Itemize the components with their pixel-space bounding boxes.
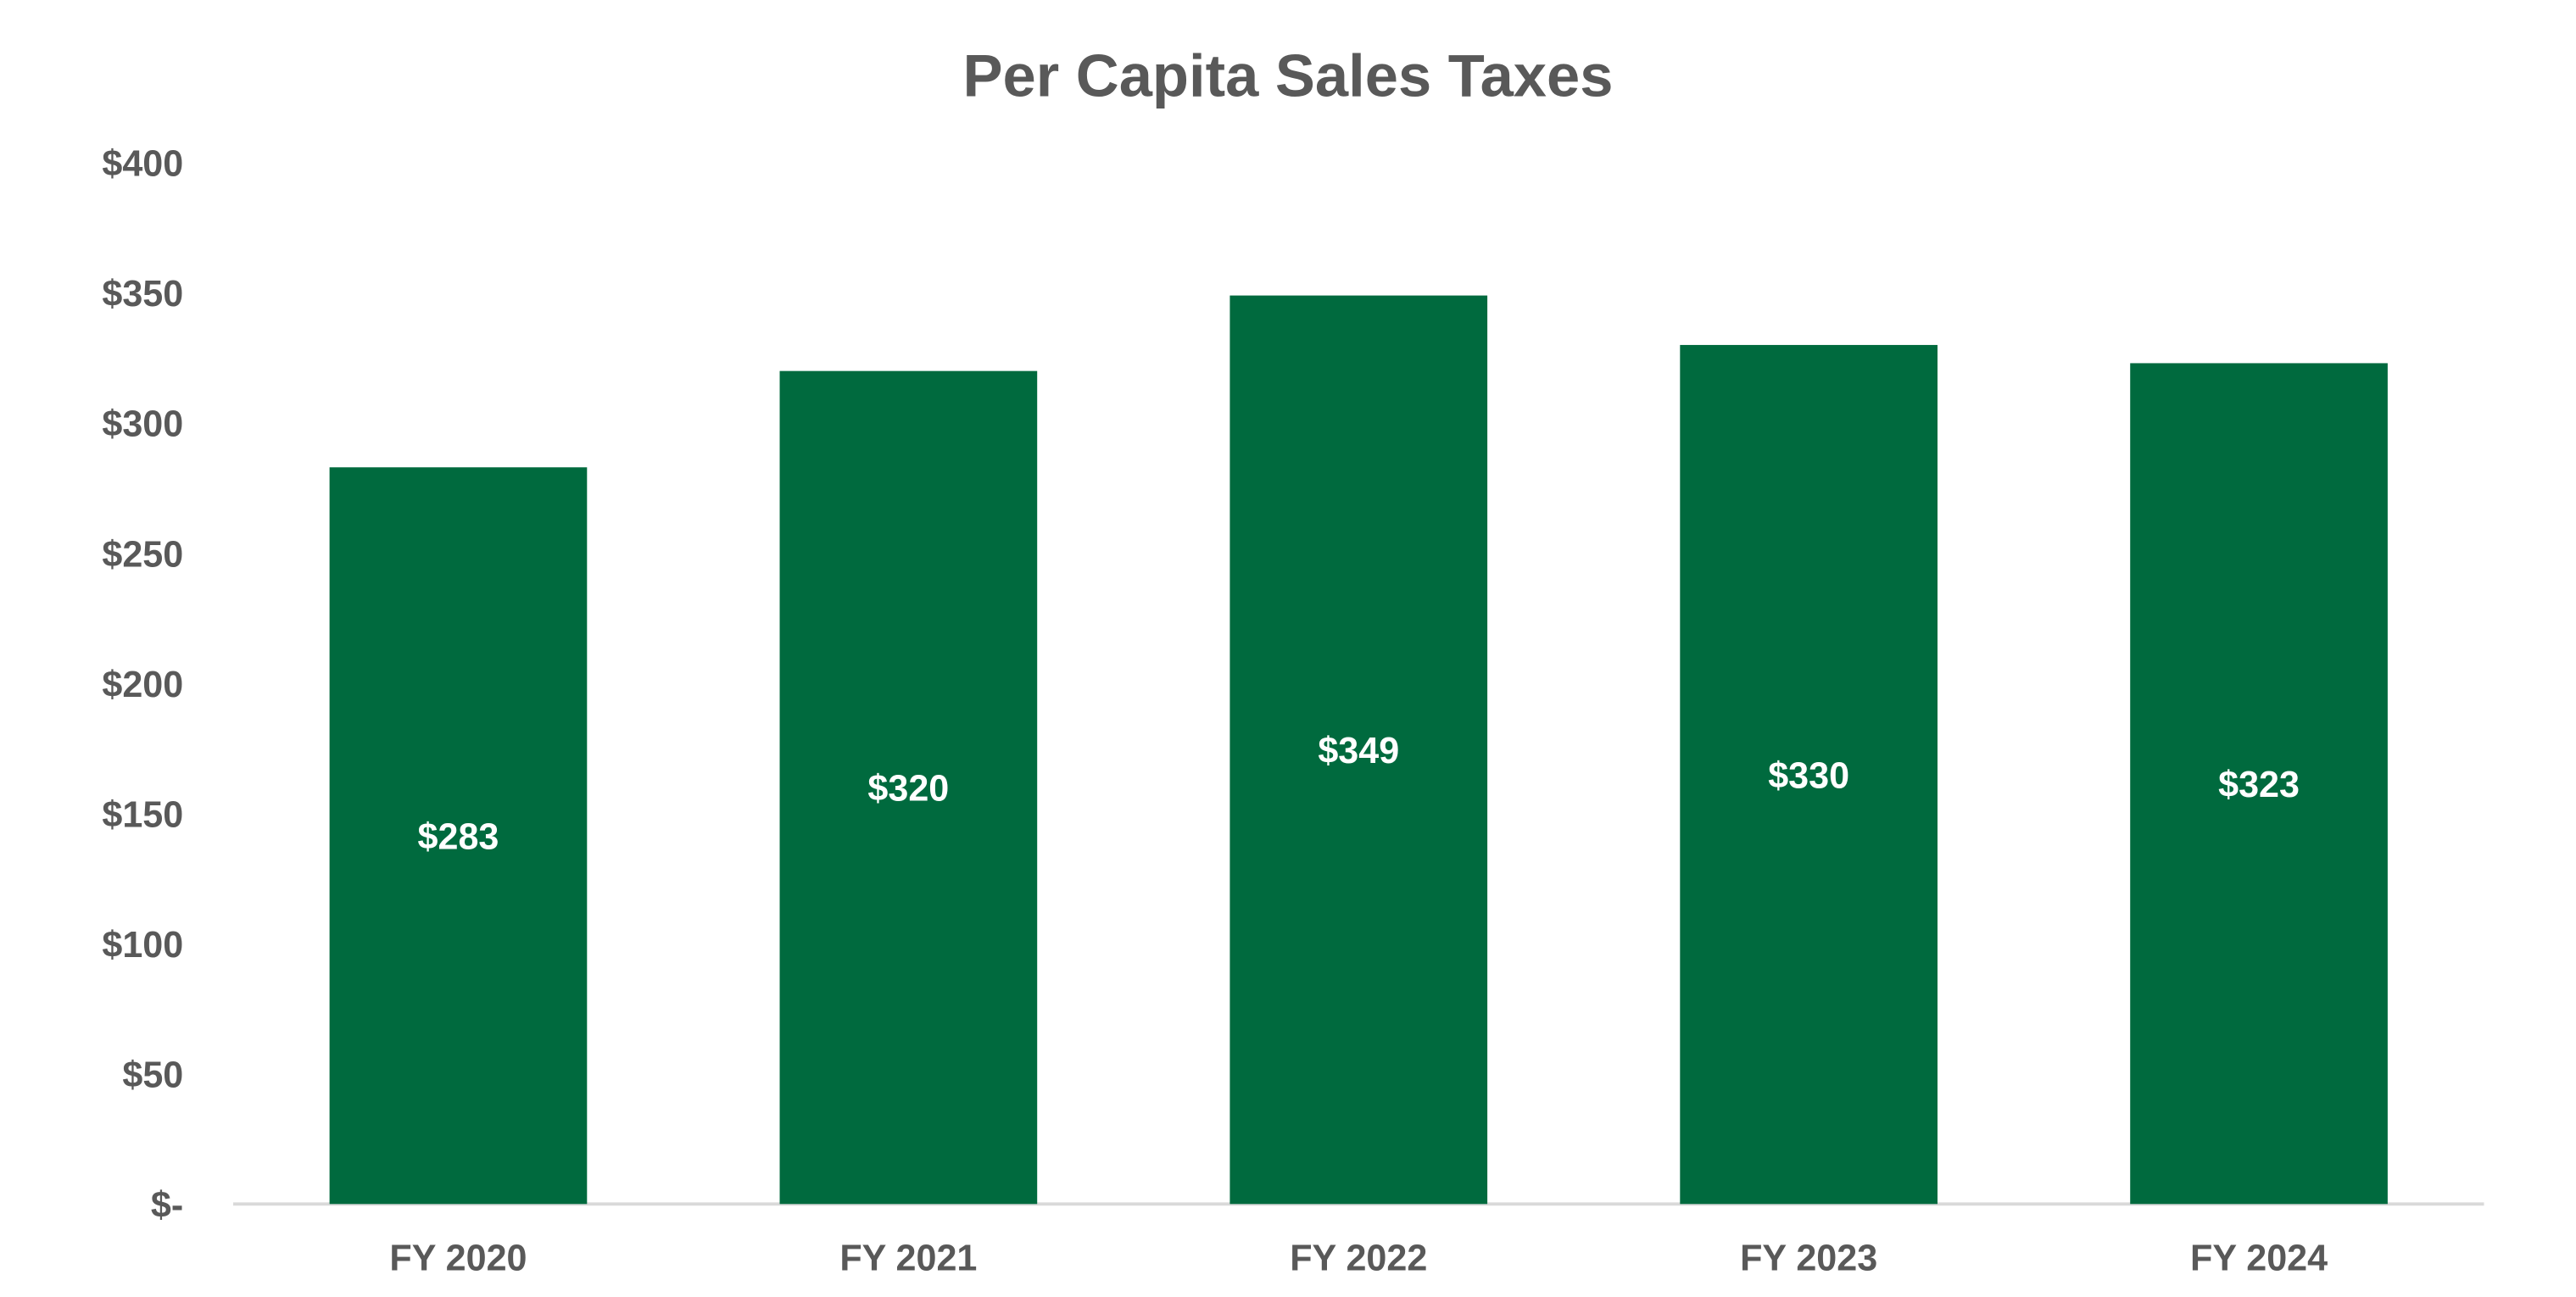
bar-fy-2022 bbox=[1229, 295, 1488, 1205]
data-label: $349 bbox=[1318, 731, 1399, 771]
y-tick-label: $400 bbox=[102, 144, 183, 185]
y-tick-label: $150 bbox=[102, 794, 183, 835]
data-label: $330 bbox=[1768, 755, 1849, 796]
y-tick-label: $300 bbox=[102, 404, 183, 445]
bar-fy-2023 bbox=[1680, 344, 1938, 1205]
y-tick-label: $350 bbox=[102, 274, 183, 315]
bar-fy-2024 bbox=[2130, 363, 2388, 1205]
x-tick-label: FY 2021 bbox=[839, 1239, 977, 1279]
chart-title: Per Capita Sales Taxes bbox=[963, 42, 1614, 109]
data-label: $320 bbox=[867, 769, 949, 810]
y-tick-label: $100 bbox=[102, 925, 183, 966]
x-tick-label: FY 2024 bbox=[2190, 1239, 2328, 1279]
y-tick-label: $50 bbox=[122, 1055, 183, 1095]
y-tick-label: $250 bbox=[102, 534, 183, 575]
bar-fy-2020 bbox=[329, 467, 588, 1205]
y-tick-label: $200 bbox=[102, 665, 183, 705]
bar-fy-2021 bbox=[779, 370, 1038, 1205]
x-tick-label: FY 2022 bbox=[1290, 1239, 1427, 1279]
x-tick-label: FY 2023 bbox=[1740, 1239, 1877, 1279]
data-label: $283 bbox=[418, 816, 499, 857]
data-label: $323 bbox=[2218, 765, 2300, 805]
y-tick-label: $- bbox=[151, 1185, 183, 1226]
x-tick-label: FY 2020 bbox=[389, 1239, 527, 1279]
